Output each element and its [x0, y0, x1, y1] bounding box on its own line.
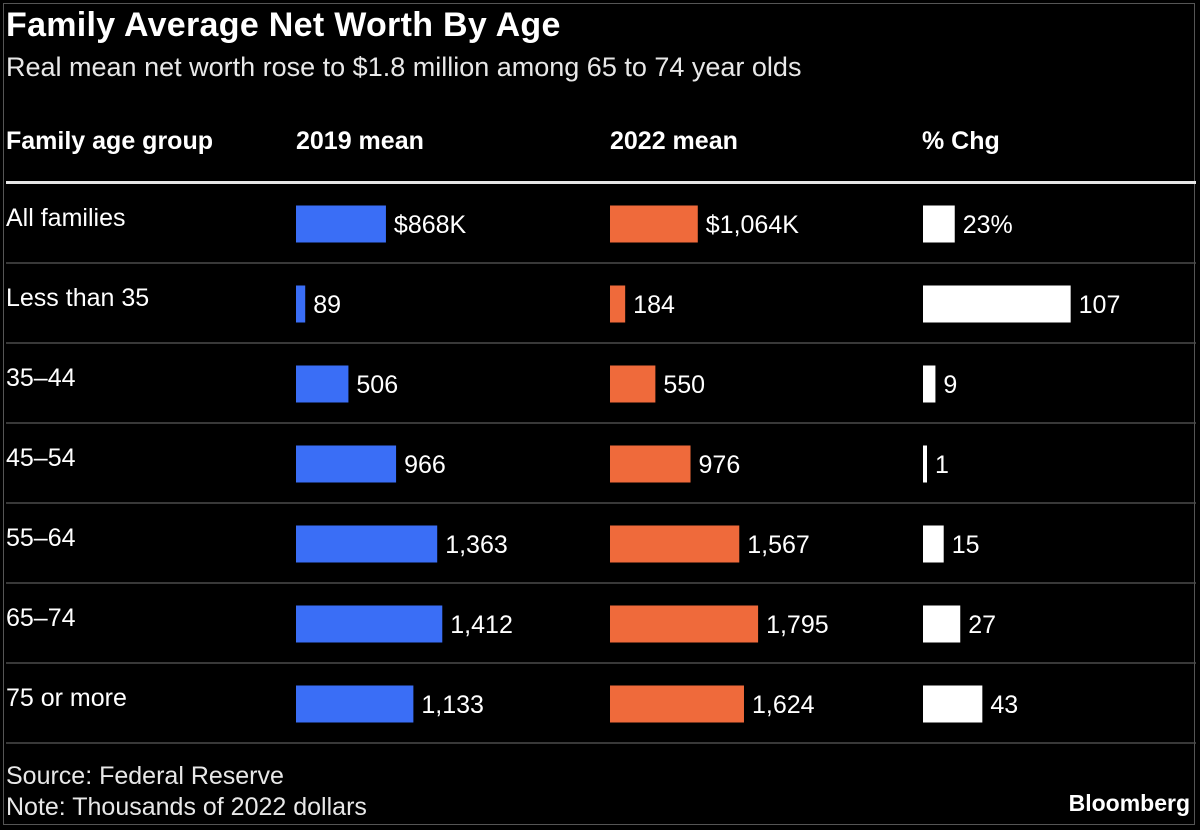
value-label-mean2022: 1,624	[752, 691, 815, 719]
value-label-mean2022: 550	[663, 371, 705, 399]
value-label-mean2022: 184	[633, 291, 675, 319]
bar-mean2019	[296, 525, 438, 563]
value-label-mean2019: 1,133	[421, 691, 484, 719]
header-family-age-group: Family age group	[6, 127, 213, 155]
value-label-mean2022: 1,795	[766, 611, 829, 639]
value-label-pct: 1	[935, 451, 949, 479]
category-label: 45–54	[6, 444, 76, 472]
value-label-mean2019: 89	[313, 291, 341, 319]
value-label-pct: 43	[990, 691, 1018, 719]
category-label: 65–74	[6, 604, 76, 632]
value-label-mean2019: 1,412	[450, 611, 513, 639]
value-label-mean2022: $1,064K	[706, 211, 799, 239]
bar-pct	[923, 445, 927, 483]
value-label-pct: 23%	[963, 211, 1013, 239]
bar-pct	[923, 365, 936, 403]
header-2022-mean: 2022 mean	[610, 127, 738, 155]
bar-pct	[923, 525, 944, 563]
value-label-mean2019: 506	[356, 371, 398, 399]
bloomberg-logo: Bloomberg	[1068, 790, 1190, 816]
bar-mean2019	[296, 285, 306, 323]
value-label-mean2019: $868K	[394, 211, 467, 239]
header-pct-chg: % Chg	[922, 127, 1000, 155]
bar-mean2022	[610, 605, 759, 643]
bar-mean2022	[610, 525, 740, 563]
bar-mean2022	[610, 685, 744, 723]
source-text: Source: Federal Reserve	[6, 762, 284, 790]
category-label: Less than 35	[6, 284, 149, 312]
chart-subtitle: Real mean net worth rose to $1.8 million…	[6, 52, 802, 82]
bar-mean2022	[610, 285, 626, 323]
note-text: Note: Thousands of 2022 dollars	[6, 793, 367, 821]
category-label: 55–64	[6, 524, 76, 552]
value-label-mean2019: 1,363	[445, 531, 508, 559]
category-label: All families	[6, 204, 125, 232]
bar-mean2019	[296, 205, 386, 243]
value-label-pct: 107	[1079, 291, 1121, 319]
bar-mean2022	[610, 365, 656, 403]
bar-mean2019	[296, 365, 349, 403]
header-rule	[6, 181, 1196, 184]
value-label-pct: 27	[968, 611, 996, 639]
category-label: 75 or more	[6, 684, 127, 712]
bar-pct	[923, 205, 955, 243]
category-label: 35–44	[6, 364, 76, 392]
value-label-pct: 9	[943, 371, 957, 399]
value-label-mean2022: 1,567	[747, 531, 810, 559]
bar-mean2019	[296, 605, 443, 643]
chart-title: Family Average Net Worth By Age	[6, 6, 561, 44]
chart-frame	[3, 3, 1195, 825]
bar-pct	[923, 605, 961, 643]
bar-pct	[923, 285, 1071, 323]
bar-mean2022	[610, 445, 691, 483]
value-label-mean2022: 976	[699, 451, 741, 479]
bar-mean2019	[296, 685, 414, 723]
value-label-pct: 15	[952, 531, 980, 559]
bar-mean2022	[610, 205, 698, 243]
value-label-mean2019: 966	[404, 451, 446, 479]
header-2019-mean: 2019 mean	[296, 127, 424, 155]
bar-mean2019	[296, 445, 397, 483]
bar-pct	[923, 685, 983, 723]
